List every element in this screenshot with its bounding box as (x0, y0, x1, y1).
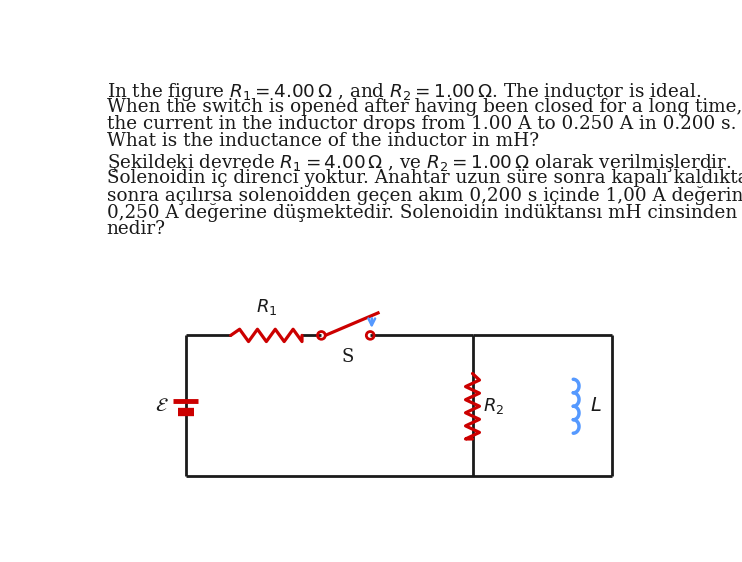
Text: the current in the inductor drops from 1.00 A to 0.250 A in 0.200 s.: the current in the inductor drops from 1… (107, 115, 736, 133)
Text: nedir?: nedir? (107, 220, 165, 238)
Text: When the switch is opened after having been closed for a long time,: When the switch is opened after having b… (107, 98, 742, 116)
Text: What is the inductance of the inductor in mH?: What is the inductance of the inductor i… (107, 132, 539, 150)
Text: In the figure $R_1 = 4.00\,\Omega$ , and $R_2 = 1.00\,\Omega$. The inductor is i: In the figure $R_1 = 4.00\,\Omega$ , and… (107, 81, 701, 103)
Text: $\mathcal{E}$: $\mathcal{E}$ (155, 397, 168, 415)
Text: Solenoidin iç direnci yoktur. Anahtar uzun süre sonra kapalı kaldıktan: Solenoidin iç direnci yoktur. Anahtar uz… (107, 169, 742, 187)
Text: $R_1$: $R_1$ (256, 297, 277, 317)
Text: S: S (341, 348, 353, 366)
Text: Şekildeki devrede $R_1 = 4.00\,\Omega$ , ve $R_2 = 1.00\,\Omega$ olarak verilmiş: Şekildeki devrede $R_1 = 4.00\,\Omega$ ,… (107, 152, 732, 174)
Text: sonra açılırsa solenoidden geçen akım 0,200 s içinde 1,00 A değerinden: sonra açılırsa solenoidden geçen akım 0,… (107, 186, 742, 205)
Text: 0,250 A değerine düşmektedir. Solenoidin indüktansı mH cinsinden: 0,250 A değerine düşmektedir. Solenoidin… (107, 203, 737, 222)
Text: $R_2$: $R_2$ (483, 396, 505, 416)
Text: $L$: $L$ (591, 397, 602, 415)
